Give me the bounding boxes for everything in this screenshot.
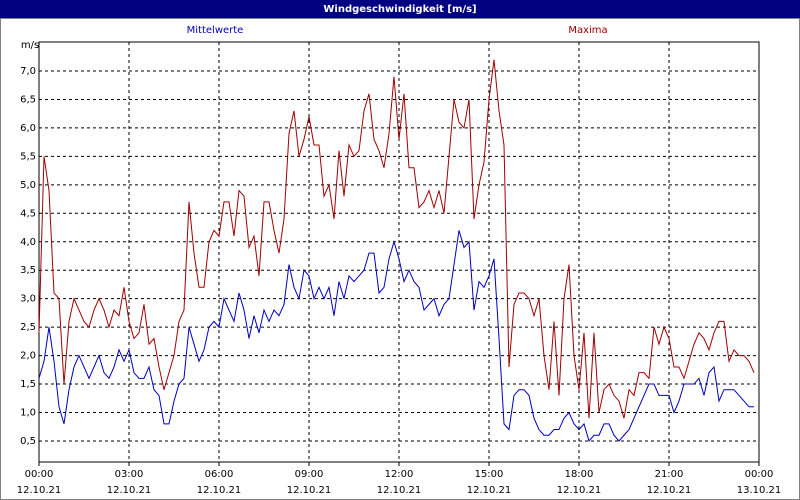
x-tick-label: 06:00: [205, 469, 234, 480]
x-tick-date: 13.10.21: [737, 485, 782, 496]
y-tick-label: 2,0: [20, 351, 36, 362]
y-tick-label: 1,0: [20, 407, 36, 418]
x-tick-date: 12.10.21: [377, 485, 422, 496]
title-bar: [0, 0, 800, 18]
x-tick-label: 21:00: [655, 469, 684, 480]
x-tick-label: 00:00: [745, 469, 774, 480]
y-tick-label: 1,5: [20, 379, 36, 390]
y-tick-label: 3,5: [20, 265, 36, 276]
legend-entry: Maxima: [568, 25, 607, 36]
x-tick-label: 00:00: [25, 469, 54, 480]
y-tick-label: 5,5: [20, 151, 36, 162]
x-tick-date: 12.10.21: [197, 485, 242, 496]
x-tick-label: 15:00: [475, 469, 504, 480]
y-tick-label: 0,5: [20, 436, 36, 447]
y-axis-label: m/s: [21, 40, 39, 51]
chart-title: Windgeschwindigkeit [m/s]: [323, 4, 476, 15]
y-tick-label: 6,0: [20, 123, 36, 134]
x-tick-date: 12.10.21: [557, 485, 602, 496]
x-tick-label: 12:00: [385, 469, 414, 480]
series-line: [38, 230, 754, 442]
legend-entry: Mittelwerte: [187, 25, 244, 36]
y-tick-label: 4,0: [20, 237, 36, 248]
series-line: [38, 59, 755, 419]
y-tick-label: 7,0: [20, 66, 36, 77]
x-tick-date: 12.10.21: [287, 485, 332, 496]
x-tick-label: 09:00: [295, 469, 324, 480]
y-tick-label: 6,5: [20, 94, 36, 105]
x-tick-date: 12.10.21: [17, 485, 62, 496]
y-tick-label: 3,0: [20, 294, 36, 305]
x-tick-date: 12.10.21: [647, 485, 692, 496]
x-tick-date: 12.10.21: [107, 485, 152, 496]
y-tick-label: 2,5: [20, 322, 36, 333]
y-tick-label: 4,5: [20, 208, 36, 219]
plot-border: [38, 41, 760, 463]
x-tick-label: 03:00: [115, 469, 144, 480]
x-tick-date: 12.10.21: [467, 485, 512, 496]
x-tick-label: 18:00: [565, 469, 594, 480]
y-tick-label: 5,0: [20, 180, 36, 191]
